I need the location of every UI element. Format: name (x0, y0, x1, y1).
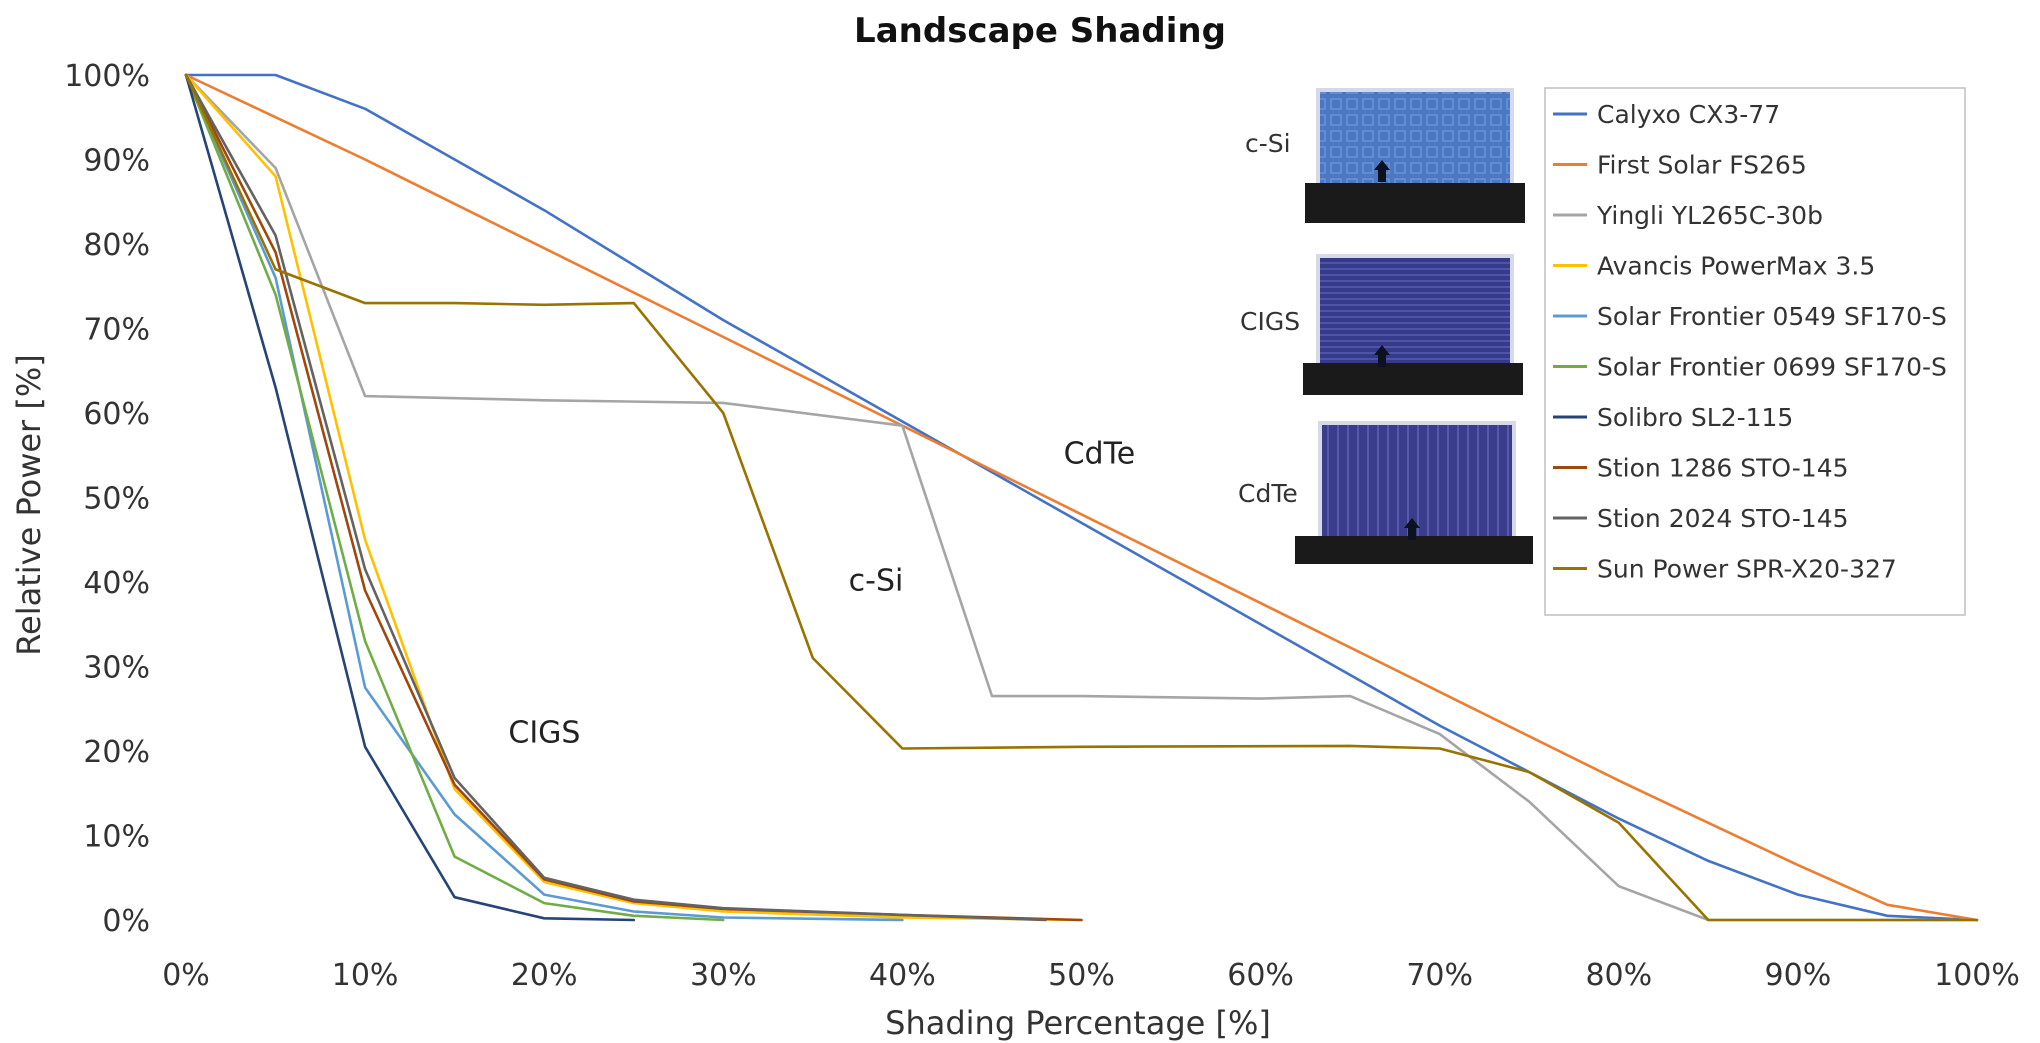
y-axis-title: Relative Power [%] (10, 354, 48, 656)
shade-arrow-icon (1374, 345, 1390, 367)
module-shade-bar (1295, 536, 1533, 564)
module-type-label: CIGS (1240, 307, 1300, 336)
module-shade-bar (1303, 363, 1523, 395)
y-tick-label: 0% (102, 904, 150, 939)
x-tick-label: 20% (511, 958, 578, 993)
y-tick-label: 20% (83, 735, 150, 770)
x-tick-label: 50% (1048, 958, 1115, 993)
legend-entry: Calyxo CX3-77 (1597, 100, 1780, 129)
y-tick-label: 90% (83, 144, 150, 179)
y-tick-label: 100% (64, 59, 150, 94)
legend-entry: Stion 2024 STO-145 (1597, 504, 1849, 533)
legend-entry: Yingli YL265C-30b (1596, 201, 1823, 230)
series-line-3 (184, 73, 1979, 922)
module-panel (1320, 258, 1510, 370)
legend-entry: Solar Frontier 0549 SF170-S (1597, 302, 1947, 331)
x-tick-label: 0% (162, 958, 210, 993)
y-tick-label: 60% (83, 397, 150, 432)
module-shade-bar (1305, 183, 1525, 223)
module-panel (1322, 425, 1512, 540)
legend-entry: Stion 1286 STO-145 (1597, 454, 1849, 483)
shade-arrow-icon (1374, 160, 1390, 182)
y-tick-labels: 0% 10% 20% 30% 40% 50% 60% 70% 80% 90% 100% (64, 59, 150, 939)
x-tick-label: 80% (1585, 958, 1652, 993)
legend-box (1544, 87, 1966, 616)
series-line-6 (184, 73, 725, 922)
series-line-7 (184, 73, 636, 922)
annotation-label: CdTe (1064, 437, 1136, 472)
y-tick-label: 40% (83, 566, 150, 601)
annotation-label: CIGS (508, 716, 580, 751)
y-tick-label: 80% (83, 228, 150, 263)
series-line-9 (184, 73, 1047, 922)
module-inset: c-Si CIGS CdTe (1238, 88, 1533, 564)
module-panel (1320, 92, 1510, 190)
series-line-5 (184, 73, 904, 922)
shade-arrow-icon (1404, 518, 1420, 540)
series-line-2 (184, 73, 1979, 922)
module-type-label: CdTe (1238, 479, 1298, 508)
series-line-10 (184, 73, 1979, 922)
series-line-8 (184, 73, 1083, 922)
legend-entry: Solibro SL2-115 (1597, 403, 1793, 432)
x-tick-label: 30% (690, 958, 757, 993)
module-type-label: c-Si (1245, 129, 1291, 158)
legend: Calyxo CX3-77 First Solar FS265 Yingli YL2… (1544, 87, 1966, 616)
x-tick-label: 60% (1227, 958, 1294, 993)
y-tick-label: 30% (83, 651, 150, 686)
legend-entry: Solar Frontier 0699 SF170-S (1597, 353, 1947, 382)
series-line-4 (184, 73, 1083, 922)
chart-title: Landscape Shading (854, 11, 1226, 51)
series-lines (184, 73, 1979, 922)
x-axis-title: Shading Percentage [%] (885, 1004, 1271, 1042)
x-tick-label: 90% (1765, 958, 1832, 993)
y-tick-label: 70% (83, 313, 150, 348)
x-tick-labels: 0% 10% 20% 30% 40% 50% 60% 70% 80% 90% 100% (162, 958, 2020, 993)
legend-entry: Sun Power SPR-X20-327 (1597, 555, 1897, 584)
annotations: CIGS c-Si CdTe (508, 437, 1135, 751)
series-line-1 (184, 73, 1979, 922)
legend-entry: Avancis PowerMax 3.5 (1597, 252, 1875, 281)
y-tick-label: 10% (83, 820, 150, 855)
x-tick-label: 70% (1406, 958, 1473, 993)
y-tick-label: 50% (83, 482, 150, 517)
legend-entry: First Solar FS265 (1597, 151, 1807, 180)
x-tick-label: 10% (332, 958, 399, 993)
x-tick-label: 40% (869, 958, 936, 993)
annotation-label: c-Si (849, 563, 904, 598)
x-tick-label: 100% (1934, 958, 2020, 993)
